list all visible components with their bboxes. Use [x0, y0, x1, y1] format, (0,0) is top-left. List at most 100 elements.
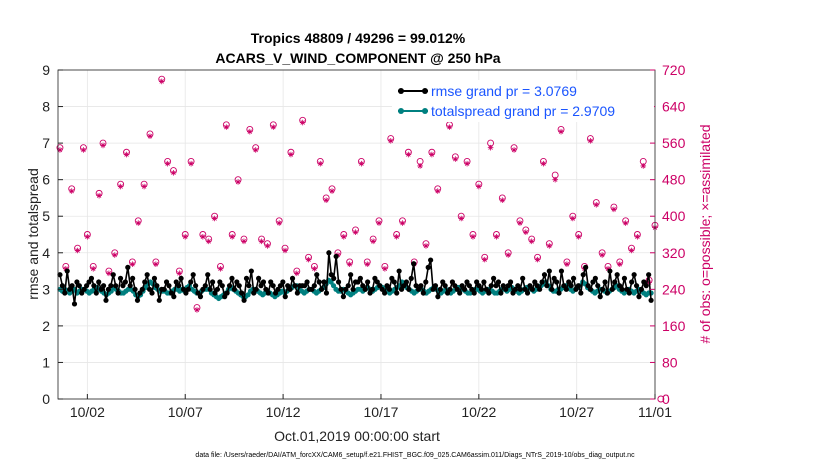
x-axis-label: Oct.01,2019 00:00:00 start	[274, 428, 440, 444]
rmse-point	[168, 290, 174, 296]
y2-axis-label: # of obs: o=possible; ×=assimilated	[697, 124, 713, 343]
rmse-point	[134, 297, 141, 303]
rmse-point	[132, 286, 138, 292]
obs-assimilated-marker	[158, 78, 165, 85]
obs-assimilated-marker	[376, 220, 382, 226]
obs-assimilated-marker	[90, 265, 97, 272]
rmse-point	[626, 290, 632, 296]
obs-assimilated-marker	[476, 183, 482, 190]
obs-assimilated-marker	[147, 133, 153, 140]
rmse-point	[457, 290, 463, 296]
rmse-point	[103, 297, 109, 303]
rmse-point	[67, 286, 73, 292]
rmse-point	[323, 290, 330, 296]
rmse-point	[435, 294, 441, 300]
rmse-point	[74, 279, 80, 285]
rmse-point	[287, 286, 293, 292]
obs-assimilated-marker	[393, 233, 400, 240]
obs-assimilated-marker	[223, 124, 230, 130]
obs-assimilated-marker	[117, 183, 124, 190]
rmse-point	[624, 286, 630, 292]
rmse-point	[386, 286, 393, 292]
rmse-point	[544, 283, 550, 289]
rmse-point	[585, 283, 591, 289]
rmse-point	[360, 283, 366, 289]
rmse-point	[493, 283, 499, 289]
obs-assimilated-marker	[352, 229, 359, 236]
rmse-point	[418, 283, 424, 289]
obs-assimilated-marker	[235, 179, 241, 185]
rmse-point	[224, 290, 230, 296]
rmse-point	[263, 286, 269, 292]
rmse-point	[171, 294, 177, 300]
rmse-point	[180, 286, 187, 292]
obs-assimilated-marker	[241, 238, 247, 245]
y2-tick-label: 400	[662, 208, 686, 224]
rmse-point	[59, 283, 65, 289]
rmse-point	[256, 275, 262, 281]
rmse-point	[338, 286, 344, 292]
obs-assimilated-marker	[364, 261, 371, 268]
rmse-point	[522, 286, 528, 292]
rmse-point	[294, 290, 300, 296]
rmse-point	[638, 286, 644, 292]
rmse-point	[478, 286, 485, 292]
rmse-point	[452, 283, 458, 289]
obs-assimilated-marker	[640, 163, 647, 169]
rmse-point	[93, 290, 99, 296]
rmse-point	[81, 286, 87, 292]
obs-assimilated-marker	[170, 170, 177, 176]
rmse-point	[381, 290, 388, 296]
y-tick-label: 4	[42, 245, 50, 261]
obs-assimilated-marker	[587, 138, 594, 144]
rmse-point	[578, 290, 584, 296]
rmse-point	[348, 272, 354, 278]
rmse-point	[512, 286, 519, 292]
rmse-point	[88, 275, 95, 281]
rmse-point	[377, 283, 383, 289]
rmse-point	[340, 294, 347, 300]
rmse-point	[69, 283, 75, 289]
rmse-point	[476, 283, 482, 289]
x-axis-ticks: 10/02 10/07 10/12 10/17 10/22 10/27 11/01	[70, 394, 672, 420]
obs-assimilated-marker	[205, 238, 212, 245]
obs-assimilated-marker	[405, 151, 412, 158]
rmse-point	[507, 279, 514, 285]
rmse-point	[176, 283, 182, 289]
rmse-point	[411, 261, 417, 267]
rmse-point	[597, 294, 603, 300]
x-tick-label: 10/07	[168, 404, 203, 420]
obs-assimilated-marker	[429, 151, 435, 158]
rmse-point	[151, 275, 158, 281]
obs-assimilated-marker	[499, 197, 506, 204]
rmse-point	[108, 283, 114, 289]
rmse-point	[488, 283, 494, 289]
rmse-point	[326, 250, 332, 256]
obs-assimilated-marker	[264, 243, 271, 249]
rmse-point	[466, 283, 472, 289]
rmse-point	[202, 283, 208, 289]
rmse-point	[384, 283, 390, 289]
obs-assimilated-marker	[528, 238, 535, 245]
obs-assimilated-marker	[564, 261, 570, 268]
obs-assimilated-marker	[464, 160, 470, 167]
obs-assimilated-marker	[123, 151, 130, 158]
plot-area	[58, 70, 655, 399]
rmse-point	[461, 286, 468, 292]
obs-assimilated-marker	[270, 124, 277, 130]
y2-tick-label: 480	[662, 172, 686, 188]
rmse-point	[311, 283, 317, 289]
obs-assimilated-marker	[452, 156, 459, 162]
rmse-point	[408, 275, 414, 281]
rmse-point	[248, 268, 254, 274]
rmse-point	[471, 290, 477, 296]
obs-assimilated-marker	[552, 176, 558, 183]
obs-assimilated-marker	[323, 197, 329, 204]
obs-assimilated-marker	[399, 220, 406, 226]
rmse-point	[616, 283, 623, 289]
left-axis-ticks: 0 1 2 3 4 5 6 7 8 9	[42, 62, 63, 407]
obs-assimilated-marker	[481, 256, 488, 263]
rmse-point	[98, 286, 104, 292]
obs-assimilated-marker	[569, 215, 576, 222]
